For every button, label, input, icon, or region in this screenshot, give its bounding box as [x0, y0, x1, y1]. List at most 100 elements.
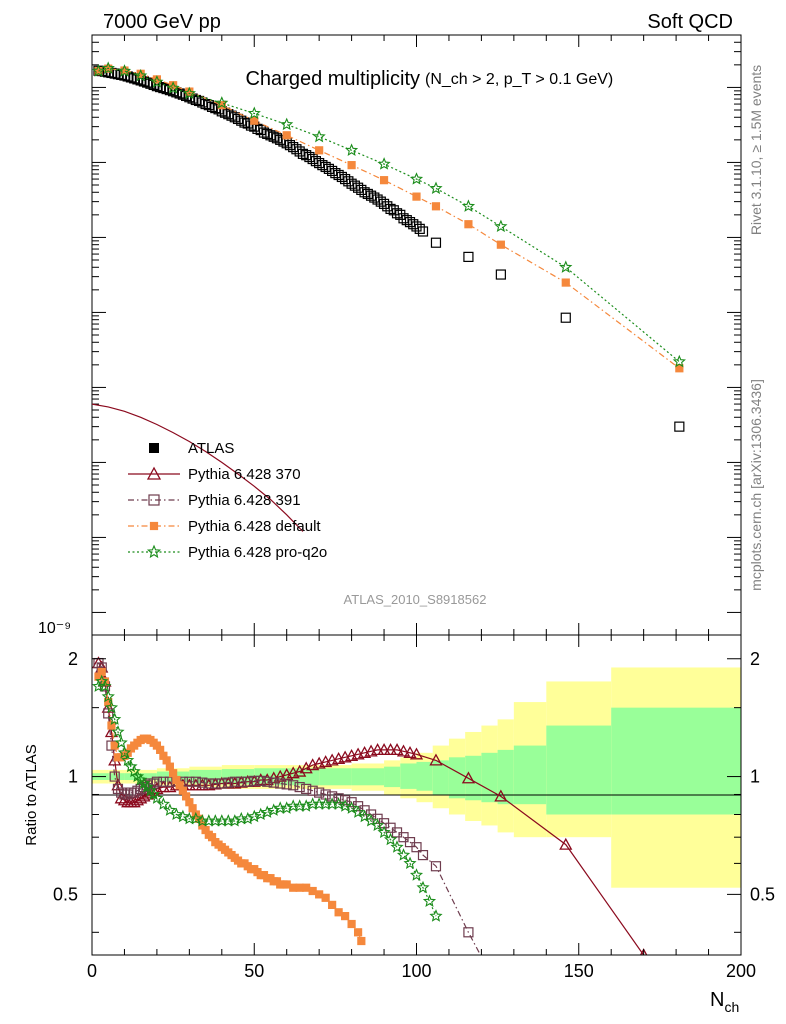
ratio-point-pythia-6-428-pro-q2o — [137, 776, 151, 790]
rivet-version-label: Rivet 3.1.10, ≥ 1.5M events — [748, 65, 764, 235]
x-tick-label: 200 — [726, 961, 756, 981]
data-point-pythia-6-428-default — [561, 278, 570, 287]
uncertainty-band-inner — [400, 763, 417, 789]
analysis-watermark: ATLAS_2010_S8918562 — [344, 592, 487, 607]
data-point-pythia-6-428-pro-q2o — [92, 64, 106, 77]
legend-entry-pythia-6-428-370: Pythia 6.428 370 — [128, 466, 301, 483]
ratio-ylabel: Ratio to ATLAS — [23, 744, 40, 845]
uncertainty-band-inner — [611, 707, 741, 815]
ratio-point-pythia-6-428-370 — [383, 743, 398, 756]
data-point-pythia-6-428-pro-q2o — [166, 81, 180, 94]
ratio-point-pythia-6-428-370 — [117, 793, 132, 806]
data-point-atlas — [223, 109, 234, 120]
data-point-atlas — [414, 223, 425, 234]
data-point-atlas — [268, 131, 279, 142]
ratio-point-pythia-6-428-pro-q2o — [429, 909, 443, 922]
data-point-atlas — [262, 128, 273, 140]
x-tick-label: 100 — [401, 961, 431, 981]
ratio-point-pythia-6-428-391 — [190, 776, 201, 787]
data-point-atlas — [232, 113, 244, 125]
series-atlas — [93, 65, 685, 432]
ratio-point-pythia-6-428-370 — [114, 791, 128, 804]
ratio-ytick-label-right: 2 — [750, 649, 760, 669]
ratio-point-pythia-6-428-391 — [132, 785, 143, 796]
ratio-point-pythia-6-428-pro-q2o — [357, 809, 372, 823]
ratio-point-pythia-6-428-370 — [134, 791, 148, 804]
ratio-point-pythia-6-428-391 — [236, 776, 247, 787]
uncertainty-band-inner — [351, 768, 385, 786]
ratio-point-pythia-6-428-391 — [103, 708, 114, 719]
data-point-atlas — [430, 237, 442, 248]
header-right: Soft QCD — [647, 11, 733, 33]
ratio-point-pythia-6-428-391 — [281, 779, 292, 790]
data-point-atlas — [229, 112, 240, 123]
data-point-pythia-6-428-pro-q2o — [117, 64, 132, 77]
ratio-point-pythia-6-428-pro-q2o — [108, 712, 122, 725]
ratio-point-pythia-6-428-391 — [417, 849, 429, 861]
ratio-point-pythia-6-428-370 — [370, 743, 385, 756]
legend-marker-pythia-6-428-pro-q2o — [146, 544, 162, 559]
legend-entry-pythia-6-428-391: Pythia 6.428 391 — [128, 492, 301, 509]
ratio-point-pythia-6-428-pro-q2o — [383, 832, 398, 846]
ratio-point-pythia-6-428-370 — [461, 771, 476, 784]
ratio-point-pythia-6-428-default — [347, 919, 356, 929]
ratio-point-pythia-6-428-default — [110, 741, 119, 750]
ratio-point-pythia-6-428-pro-q2o — [345, 801, 359, 814]
ratio-point-pythia-6-428-pro-q2o — [134, 773, 148, 786]
uncertainty-band-inner — [384, 766, 401, 788]
ratio-point-pythia-6-428-pro-q2o — [416, 880, 430, 894]
ratio-point-pythia-6-428-default — [341, 912, 350, 921]
ratio-point-pythia-6-428-391 — [294, 781, 305, 793]
data-point-atlas — [203, 100, 214, 111]
data-point-pythia-6-428-default — [496, 240, 505, 249]
ratio-point-pythia-6-428-370 — [127, 795, 141, 808]
uncertainty-band-inner — [546, 725, 612, 815]
ratio-point-pythia-6-428-pro-q2o — [390, 840, 404, 853]
ratio-ytick-label: 1 — [68, 767, 78, 787]
legend-marker-pythia-6-428-391 — [148, 494, 160, 506]
ratio-point-pythia-6-428-pro-q2o — [396, 848, 411, 861]
ratio-point-pythia-6-428-pro-q2o — [130, 769, 145, 783]
ratio-point-pythia-6-428-pro-q2o — [163, 803, 177, 816]
data-point-pythia-6-428-pro-q2o — [377, 157, 391, 170]
data-point-pythia-6-428-pro-q2o — [559, 260, 573, 273]
data-point-pythia-6-428-pro-q2o — [312, 129, 326, 143]
ratio-point-pythia-6-428-391 — [327, 791, 338, 802]
data-point-pythia-6-428-default — [347, 161, 356, 170]
uncertainty-band-inner — [448, 757, 466, 799]
data-point-atlas — [174, 88, 185, 99]
ratio-point-pythia-6-428-pro-q2o — [338, 799, 352, 812]
data-point-atlas — [200, 98, 211, 110]
data-point-atlas — [330, 168, 341, 179]
ratio-point-pythia-6-428-default — [321, 893, 330, 902]
uncertainty-band-inner — [416, 761, 433, 791]
legend-marker-pythia-6-428-default — [149, 521, 159, 531]
data-point-pythia-6-428-pro-q2o — [215, 96, 229, 109]
data-point-pythia-6-428-default — [464, 220, 473, 229]
ratio-point-pythia-6-428-pro-q2o — [121, 753, 135, 766]
ratio-point-pythia-6-428-391 — [288, 780, 299, 791]
ratio-point-pythia-6-428-391 — [249, 775, 260, 786]
ratio-point-pythia-6-428-391 — [223, 777, 234, 788]
data-point-atlas — [317, 160, 328, 171]
main-title: Charged multiplicity — [245, 68, 420, 90]
ratio-point-pythia-6-428-pro-q2o — [189, 811, 203, 825]
ratio-point-pythia-6-428-pro-q2o — [403, 856, 417, 869]
ratio-line-pythia-6-428-391 — [98, 662, 482, 955]
ratio-point-pythia-6-428-391 — [430, 861, 442, 872]
ratio-point-pythia-6-428-pro-q2o — [370, 818, 385, 832]
ratio-point-pythia-6-428-391 — [210, 778, 221, 789]
ratio-point-pythia-6-428-default — [328, 900, 337, 909]
ratio-point-pythia-6-428-370 — [182, 778, 196, 791]
main-ytick-label: 10⁻⁹ — [38, 620, 71, 637]
data-point-pythia-6-428-pro-q2o — [429, 181, 443, 195]
data-point-atlas — [236, 115, 247, 126]
ratio-point-pythia-6-428-pro-q2o — [101, 689, 115, 703]
ratio-point-pythia-6-428-391 — [314, 787, 325, 798]
ratio-point-pythia-6-428-391 — [216, 778, 227, 789]
ratio-line-pythia-6-428-pro-q2o — [97, 680, 437, 917]
data-point-atlas — [463, 251, 474, 262]
series-line-pythia-6-428-default — [98, 67, 680, 369]
data-point-atlas — [297, 148, 309, 159]
ratio-point-pythia-6-428-391 — [242, 776, 253, 787]
